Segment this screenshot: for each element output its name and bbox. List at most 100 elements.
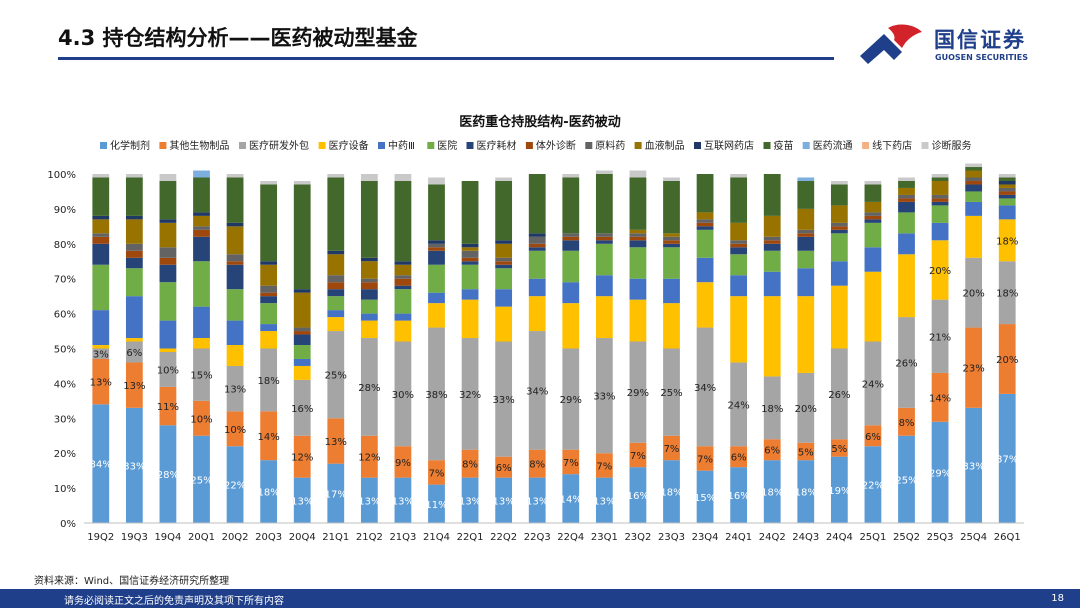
- bar-segment: [461, 449, 479, 478]
- legend-label-3: 医疗设备: [329, 139, 369, 152]
- bar-segment: [428, 484, 445, 523]
- data-label: 23%: [963, 364, 985, 375]
- x-tick-label: 23Q1: [591, 532, 618, 543]
- bar-segment: [428, 264, 445, 293]
- bar-segment: [260, 411, 278, 461]
- bar-segment: [428, 184, 445, 241]
- data-label: 13%: [123, 381, 145, 392]
- bar-segment: [528, 174, 546, 234]
- legend-swatch-0: [100, 142, 107, 149]
- data-label: 33%: [123, 461, 145, 472]
- bar-segment: [293, 358, 311, 366]
- bar-segment: [562, 303, 580, 349]
- bar-segment: [898, 187, 915, 195]
- bar-segment: [394, 341, 412, 447]
- bar-segment: [193, 215, 210, 227]
- data-label: 8%: [462, 460, 478, 471]
- legend-swatch-14: [921, 142, 929, 149]
- bar-segment: [495, 243, 513, 258]
- bar-segment: [595, 296, 613, 339]
- bar-segment: [696, 282, 714, 328]
- data-label: 25%: [660, 388, 682, 399]
- legend-label-9: 血液制品: [645, 139, 685, 152]
- bar-segment: [998, 261, 1016, 325]
- data-label: 6%: [865, 432, 881, 443]
- bar-segment: [394, 275, 412, 279]
- bar-segment: [226, 411, 244, 447]
- data-label: 20%: [929, 266, 951, 277]
- legend-label-2: 医疗研发外包: [249, 139, 309, 152]
- bar-segment: [327, 282, 345, 290]
- bar-segment: [428, 240, 445, 244]
- bar-segment: [293, 289, 311, 293]
- bar-segment: [696, 327, 714, 447]
- bar-segment: [763, 243, 781, 251]
- plot-area: 0% 10% 20% 30% 40% 50% 60% 70% 80% 90% 100% 34% 13% 3…: [47, 163, 1024, 543]
- bar-segment: [193, 212, 210, 216]
- bar-segment: [428, 177, 445, 185]
- bar-segment: [562, 174, 580, 178]
- x-tick-label: 24Q3: [792, 532, 819, 543]
- y-tick-label: 40%: [54, 379, 76, 390]
- x-tick-label: 23Q2: [624, 532, 651, 543]
- x-tick-label: 25Q4: [960, 532, 987, 543]
- bar-segment: [830, 285, 848, 349]
- legend-swatch-7: [525, 142, 533, 149]
- bar-segment: [595, 236, 613, 241]
- bar-segment: [293, 345, 311, 359]
- data-label: 13%: [459, 496, 481, 507]
- bar-segment: [461, 257, 479, 262]
- bar-segment: [797, 250, 815, 269]
- bar-segment: [495, 261, 513, 265]
- bar-segment: [629, 467, 647, 523]
- bar-segment: [394, 261, 412, 265]
- bar-segment: [898, 407, 915, 436]
- legend-label-0: 化学制剂: [110, 139, 150, 152]
- bar-segment: [696, 212, 714, 220]
- data-label: 16%: [291, 404, 313, 415]
- bar-segment: [663, 233, 680, 237]
- bar-segment: [898, 177, 915, 181]
- bar-segment: [898, 180, 915, 188]
- bar-segment: [125, 268, 143, 297]
- bar-segment: [998, 187, 1016, 192]
- bar-segment: [830, 222, 848, 227]
- data-label: 6%: [496, 463, 512, 474]
- bar-segment: [125, 407, 143, 523]
- legend-swatch-6: [466, 142, 474, 149]
- legend-label-8: 原料药: [595, 139, 625, 152]
- bar-segment: [125, 243, 143, 251]
- bar-segment: [159, 180, 177, 220]
- bar-segment: [92, 174, 110, 178]
- bar-segment: [394, 174, 412, 181]
- bar-segment: [327, 275, 345, 283]
- data-label: 26%: [895, 358, 917, 369]
- bar-segment: [864, 341, 882, 426]
- bar-segment: [159, 222, 177, 248]
- data-label: 20%: [795, 404, 817, 415]
- data-label: 13%: [493, 496, 515, 507]
- y-tick-label: 90%: [54, 205, 76, 216]
- bar-segment: [663, 435, 680, 461]
- bar-segment: [92, 219, 110, 234]
- bar-segment: [260, 303, 278, 325]
- bar-segment: [495, 289, 513, 307]
- bar-segment: [327, 250, 345, 255]
- y-tick-label: 10%: [54, 484, 76, 495]
- bar-segment: [629, 177, 647, 230]
- bar-segment: [763, 271, 781, 297]
- bar-segment: [495, 257, 513, 262]
- bar-segment: [360, 174, 378, 181]
- x-tick-label: 20Q2: [222, 532, 249, 543]
- bar-segment: [629, 341, 647, 443]
- bar-segment: [730, 243, 748, 248]
- data-label: 29%: [560, 395, 582, 406]
- bar-segment: [327, 177, 345, 251]
- bar-segment: [595, 174, 613, 234]
- data-label: 13%: [291, 496, 313, 507]
- data-label: 33%: [593, 392, 615, 403]
- bar-segment: [562, 474, 580, 523]
- bar-segment: [931, 180, 949, 195]
- data-label: 29%: [627, 388, 649, 399]
- legend-label-4: 中药Ⅲ: [388, 139, 415, 152]
